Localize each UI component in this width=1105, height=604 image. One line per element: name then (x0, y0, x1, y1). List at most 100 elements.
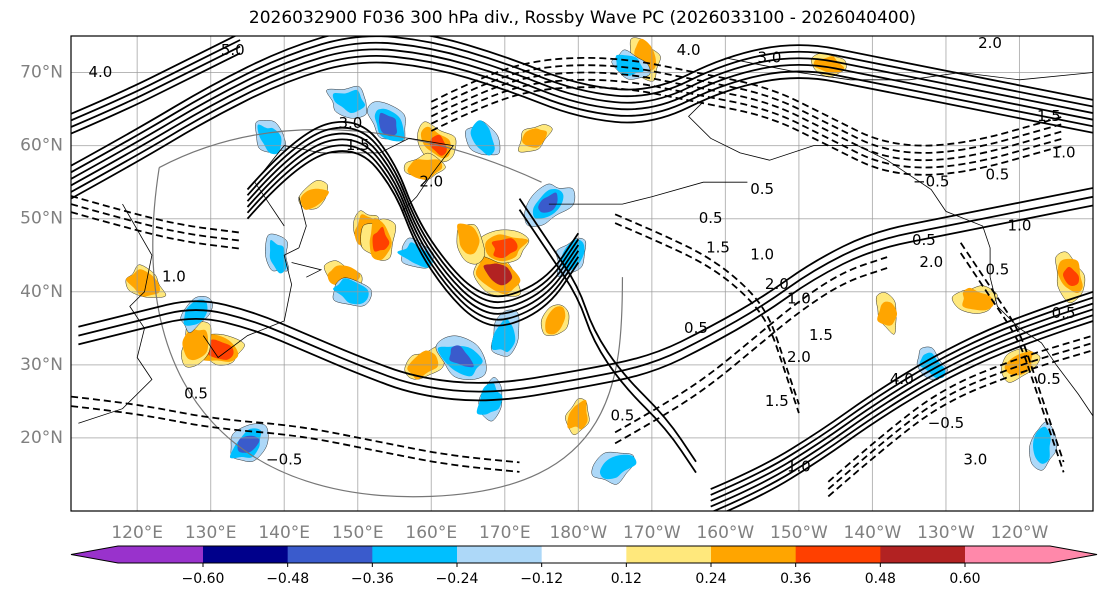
shade-region (567, 399, 588, 430)
contour-negative (71, 203, 241, 242)
divergence-shading (125, 37, 1086, 485)
shade-region (449, 345, 474, 368)
colorbar-tick-label: −0.48 (266, 571, 309, 587)
lat-tick-label: 60°N (20, 136, 63, 156)
contour-positive (518, 198, 697, 463)
colorbar-tick-label: 0.36 (780, 571, 811, 587)
contour-positive (71, 55, 1093, 193)
contour-label: −0.5 (928, 414, 964, 432)
lon-tick-label: 120°W (991, 523, 1049, 543)
contour-negative (430, 78, 1064, 169)
range-circle (158, 128, 542, 183)
contour-label: 0.5 (985, 165, 1009, 183)
shade-region (877, 301, 898, 326)
contour-label: 0.5 (985, 260, 1009, 278)
contour-label: 1.0 (750, 246, 774, 264)
lon-tick-label: 150°W (770, 523, 828, 543)
contour-positive (71, 39, 241, 122)
shade-region (1033, 426, 1051, 464)
lat-tick-label: 50°N (20, 209, 63, 229)
contour-label: 2.0 (765, 275, 789, 293)
lon-tick-label: 140°E (258, 523, 310, 543)
contour-label: 1.0 (1008, 217, 1032, 235)
colorbar-frame (70, 545, 1098, 564)
contour-label: 0.5 (684, 319, 708, 337)
contour-positive (78, 204, 1093, 402)
contour-label: 3.0 (963, 450, 987, 468)
gridlines (71, 36, 1093, 511)
contour-negative (71, 211, 241, 250)
contour-positive (71, 36, 1093, 167)
map-background (71, 36, 1093, 511)
contour-positive (710, 296, 1093, 496)
colorbar-bin (541, 546, 627, 563)
contour-positive (710, 308, 1093, 508)
lat-tick-label: 40°N (20, 282, 63, 302)
colorbar-tick-label: −0.60 (182, 571, 225, 587)
contour-negative (827, 342, 1093, 490)
contour-positive (246, 132, 580, 309)
shade-region (237, 435, 260, 453)
contour-negative (430, 64, 1064, 154)
contour-negative (959, 242, 1065, 463)
shade-region (300, 188, 329, 210)
colorbar-bin (880, 546, 966, 563)
range-circle (152, 167, 624, 498)
shade-region (332, 89, 366, 114)
colorbar-tick-label: 0.24 (695, 571, 726, 587)
colorbar-bin (626, 546, 712, 563)
contour-label: 0.5 (1037, 370, 1061, 388)
contour-label: 2.0 (978, 34, 1002, 52)
shade-region (545, 306, 566, 335)
contour-positive (78, 187, 1093, 384)
contour-positive (71, 41, 1093, 180)
lon-tick-label: 130°E (185, 523, 237, 543)
contour-positive (246, 126, 580, 304)
colorbar-bin (71, 546, 203, 563)
contour-labels: 4.0 5.0 3.0 2.0 1.5 1.0 0.5 −0.5 4.0 3.0 2.0 1.5 1.0… (88, 34, 1075, 476)
contour-negative (71, 395, 520, 464)
pc-contours (71, 36, 1093, 511)
contour-label: 1.0 (787, 458, 811, 476)
lon-tick-label: 130°W (917, 523, 975, 543)
shade-region (378, 112, 397, 137)
contour-label: 1.0 (787, 290, 811, 308)
contour-positive (710, 290, 1093, 490)
shade-region (397, 242, 433, 268)
contour-negative (430, 71, 1064, 162)
lat-tick-label: 70°N (20, 63, 63, 83)
contour-positive (78, 195, 1093, 393)
contour-negative (614, 256, 888, 434)
contour-label: 1.5 (706, 238, 730, 256)
colorbar-tick-label: −0.24 (436, 571, 479, 587)
lat-tick-label: 30°N (20, 355, 63, 375)
lon-tick-label: 140°W (844, 523, 902, 543)
contour-label: 4.0 (88, 63, 112, 81)
shade-region (333, 278, 369, 305)
contour-positive (71, 52, 241, 135)
contour-negative (827, 349, 1093, 498)
contour-label: 0.5 (750, 180, 774, 198)
contour-label: 0.5 (912, 231, 936, 249)
map-area: 4.0 5.0 3.0 2.0 1.5 1.0 0.5 −0.5 4.0 3.0 2.0 1.5 1.0… (71, 34, 1093, 511)
colorbar-bin (203, 546, 289, 563)
colorbar-bin (965, 546, 1097, 563)
contour-positive (71, 61, 1093, 200)
contour-positive (710, 302, 1093, 502)
contour-positive (71, 36, 237, 115)
shade-region (470, 120, 495, 156)
shade-region (962, 287, 994, 311)
contour-label: 2.0 (419, 173, 443, 191)
contour-negative (614, 213, 800, 405)
chart-title: 2026032900 F036 300 hPa div., Rossby Wav… (248, 8, 917, 28)
colorbar-tick-label: 0.60 (949, 571, 980, 587)
contour-label: 1.5 (1037, 107, 1061, 125)
contour-positive (71, 45, 241, 128)
map-frame (70, 35, 1094, 512)
contour-negative (827, 334, 1093, 483)
colorbar-tick-label: 0.12 (611, 571, 642, 587)
lon-tick-label: 120°E (111, 523, 163, 543)
contour-positive (71, 36, 1093, 174)
contour-positive (246, 144, 580, 321)
